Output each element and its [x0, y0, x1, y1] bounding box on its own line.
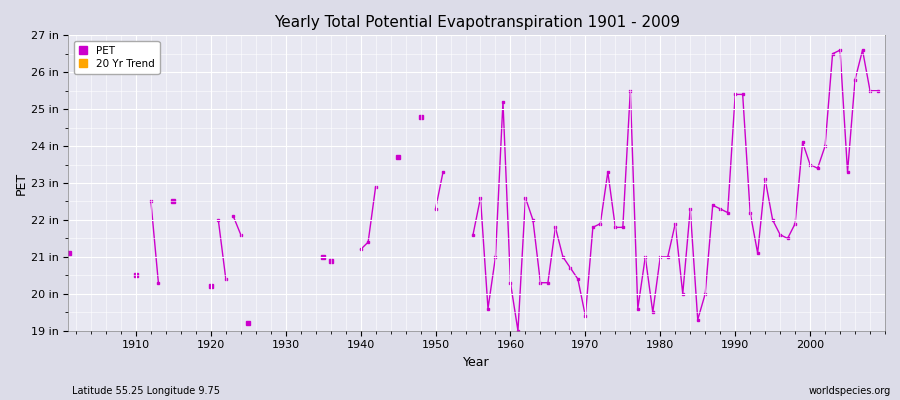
Text: worldspecies.org: worldspecies.org	[809, 386, 891, 396]
Legend: PET, 20 Yr Trend: PET, 20 Yr Trend	[74, 40, 159, 74]
Y-axis label: PET: PET	[15, 172, 28, 194]
Text: Latitude 55.25 Longitude 9.75: Latitude 55.25 Longitude 9.75	[72, 386, 220, 396]
Title: Yearly Total Potential Evapotranspiration 1901 - 2009: Yearly Total Potential Evapotranspiratio…	[274, 15, 680, 30]
X-axis label: Year: Year	[464, 356, 490, 369]
